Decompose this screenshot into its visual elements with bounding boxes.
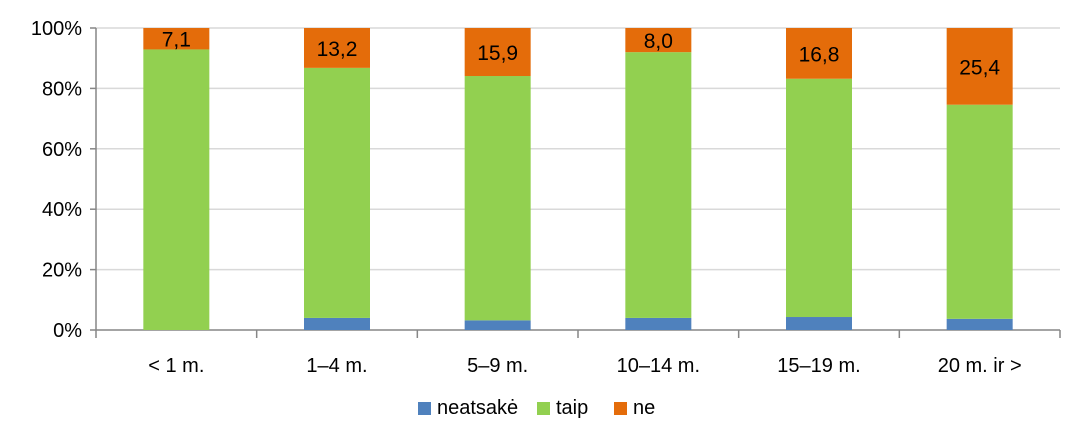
legend: neatsakė taip ne <box>418 397 655 419</box>
bar-segment-ne <box>304 28 370 68</box>
x-tick-label: 20 m. ir > <box>938 355 1022 377</box>
x-tick-label: 1–4 m. <box>306 355 367 377</box>
bar-segment-neatsakė <box>464 320 531 330</box>
bar-segment-neatsakė <box>786 317 852 330</box>
y-tick-label: 100% <box>31 18 82 40</box>
x-tick-label: 15–19 m. <box>777 355 860 377</box>
axes: 0% 20% 40% 60% 80% 100% < 1 m. 1–4 m. 5–9 m. 10–1… <box>31 18 1061 377</box>
bar-segment-taip <box>304 67 370 318</box>
legend-swatch-taip <box>537 402 550 415</box>
legend-swatch-ne <box>614 402 627 415</box>
y-tick-label: 40% <box>42 199 82 221</box>
bar-segment-ne <box>946 28 1013 105</box>
bar-segment-ne <box>625 28 692 53</box>
gridlines <box>96 27 1060 271</box>
legend-label: neatsakė <box>437 397 518 419</box>
bar-segment-ne <box>143 28 210 50</box>
bar-segment-taip <box>464 76 531 321</box>
data-label: 16,8 <box>799 43 840 66</box>
x-tick-label: 5–9 m. <box>467 355 528 377</box>
x-tick-label: 10–14 m. <box>617 355 700 377</box>
data-label: 8,0 <box>644 30 673 53</box>
bars <box>143 28 1013 330</box>
bar-segment-neatsakė <box>625 317 692 330</box>
data-label: 7,1 <box>162 29 191 52</box>
data-label: 15,9 <box>477 42 518 65</box>
bar-segment-taip <box>625 52 692 318</box>
x-tick-label: < 1 m. <box>148 355 204 377</box>
y-tick-label: 80% <box>42 78 82 100</box>
y-tick-label: 20% <box>42 260 82 282</box>
y-tick-label: 0% <box>53 320 82 342</box>
bar-segment-taip <box>946 104 1013 319</box>
y-tick-label: 60% <box>42 139 82 161</box>
legend-label: ne <box>633 397 655 419</box>
data-labels: 7,1 13,2 15,9 8,0 16,8 25,4 <box>162 29 1001 80</box>
data-label: 13,2 <box>317 38 358 61</box>
bar-segment-ne <box>786 28 852 79</box>
data-label: 25,4 <box>959 56 1000 79</box>
bar-segment-taip <box>143 49 210 330</box>
bar-segment-neatsakė <box>946 318 1013 330</box>
bar-segment-neatsakė <box>304 317 370 330</box>
legend-label: taip <box>556 397 588 419</box>
bar-segment-taip <box>786 78 852 318</box>
bar-segment-ne <box>464 28 531 77</box>
legend-swatch-neatsakė <box>418 402 431 415</box>
